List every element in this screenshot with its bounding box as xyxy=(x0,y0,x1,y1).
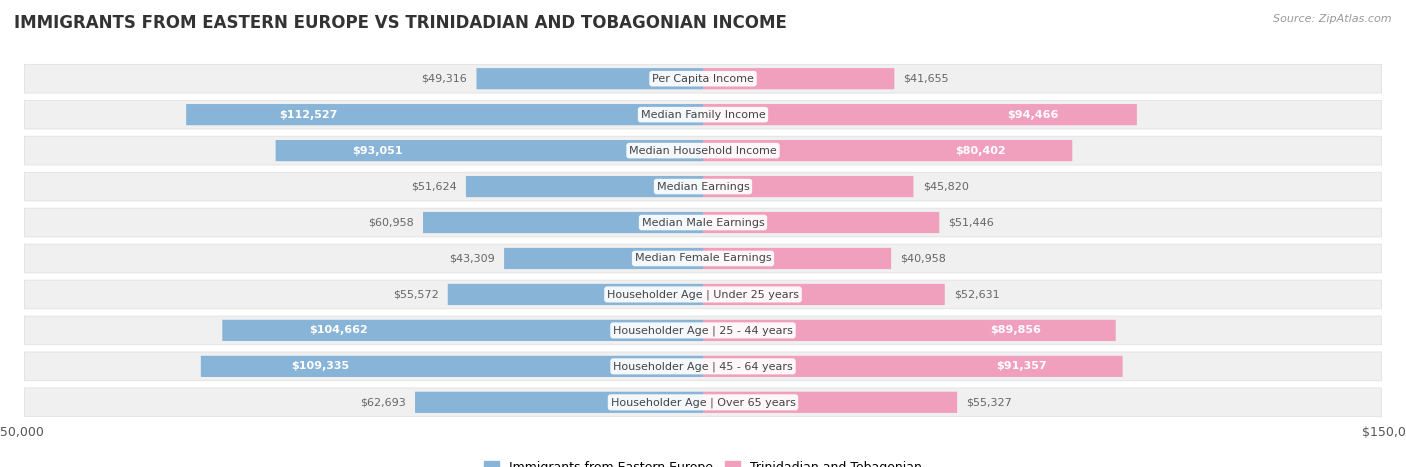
FancyBboxPatch shape xyxy=(24,316,1382,345)
Text: $51,446: $51,446 xyxy=(949,218,994,227)
FancyBboxPatch shape xyxy=(703,104,1137,125)
Text: $91,357: $91,357 xyxy=(997,361,1047,371)
FancyBboxPatch shape xyxy=(276,140,703,161)
Text: $109,335: $109,335 xyxy=(291,361,349,371)
Text: $55,572: $55,572 xyxy=(392,290,439,299)
FancyBboxPatch shape xyxy=(24,136,1382,165)
FancyBboxPatch shape xyxy=(505,248,703,269)
Text: $55,327: $55,327 xyxy=(966,397,1012,407)
FancyBboxPatch shape xyxy=(186,104,703,125)
Text: $93,051: $93,051 xyxy=(353,146,404,156)
FancyBboxPatch shape xyxy=(703,176,914,197)
Text: $51,624: $51,624 xyxy=(411,182,457,191)
Text: Median Household Income: Median Household Income xyxy=(628,146,778,156)
Text: $41,655: $41,655 xyxy=(904,74,949,84)
Text: Source: ZipAtlas.com: Source: ZipAtlas.com xyxy=(1274,14,1392,24)
Text: $104,662: $104,662 xyxy=(309,325,367,335)
Text: Median Family Income: Median Family Income xyxy=(641,110,765,120)
FancyBboxPatch shape xyxy=(24,100,1382,129)
Text: Per Capita Income: Per Capita Income xyxy=(652,74,754,84)
FancyBboxPatch shape xyxy=(24,244,1382,273)
Legend: Immigrants from Eastern Europe, Trinidadian and Tobagonian: Immigrants from Eastern Europe, Trinidad… xyxy=(479,456,927,467)
FancyBboxPatch shape xyxy=(24,208,1382,237)
Text: Median Earnings: Median Earnings xyxy=(657,182,749,191)
FancyBboxPatch shape xyxy=(703,392,957,413)
FancyBboxPatch shape xyxy=(415,392,703,413)
FancyBboxPatch shape xyxy=(703,68,894,89)
Text: $89,856: $89,856 xyxy=(991,325,1042,335)
FancyBboxPatch shape xyxy=(24,280,1382,309)
Text: Householder Age | 45 - 64 years: Householder Age | 45 - 64 years xyxy=(613,361,793,372)
FancyBboxPatch shape xyxy=(222,320,703,341)
Text: $43,309: $43,309 xyxy=(449,254,495,263)
FancyBboxPatch shape xyxy=(24,388,1382,417)
Text: Median Male Earnings: Median Male Earnings xyxy=(641,218,765,227)
FancyBboxPatch shape xyxy=(477,68,703,89)
FancyBboxPatch shape xyxy=(703,356,1122,377)
FancyBboxPatch shape xyxy=(447,284,703,305)
Text: $60,958: $60,958 xyxy=(368,218,413,227)
FancyBboxPatch shape xyxy=(703,320,1116,341)
Text: IMMIGRANTS FROM EASTERN EUROPE VS TRINIDADIAN AND TOBAGONIAN INCOME: IMMIGRANTS FROM EASTERN EUROPE VS TRINID… xyxy=(14,14,787,32)
FancyBboxPatch shape xyxy=(24,172,1382,201)
Text: $112,527: $112,527 xyxy=(280,110,337,120)
Text: Householder Age | 25 - 44 years: Householder Age | 25 - 44 years xyxy=(613,325,793,336)
FancyBboxPatch shape xyxy=(703,140,1073,161)
Text: $80,402: $80,402 xyxy=(955,146,1005,156)
FancyBboxPatch shape xyxy=(24,64,1382,93)
FancyBboxPatch shape xyxy=(465,176,703,197)
FancyBboxPatch shape xyxy=(423,212,703,233)
Text: $62,693: $62,693 xyxy=(360,397,406,407)
Text: $94,466: $94,466 xyxy=(1008,110,1059,120)
Text: Median Female Earnings: Median Female Earnings xyxy=(634,254,772,263)
FancyBboxPatch shape xyxy=(703,248,891,269)
Text: Householder Age | Under 25 years: Householder Age | Under 25 years xyxy=(607,289,799,300)
FancyBboxPatch shape xyxy=(24,352,1382,381)
Text: $40,958: $40,958 xyxy=(900,254,946,263)
FancyBboxPatch shape xyxy=(201,356,703,377)
FancyBboxPatch shape xyxy=(703,284,945,305)
Text: $49,316: $49,316 xyxy=(422,74,467,84)
Text: $52,631: $52,631 xyxy=(953,290,1000,299)
FancyBboxPatch shape xyxy=(703,212,939,233)
Text: $45,820: $45,820 xyxy=(922,182,969,191)
Text: Householder Age | Over 65 years: Householder Age | Over 65 years xyxy=(610,397,796,408)
